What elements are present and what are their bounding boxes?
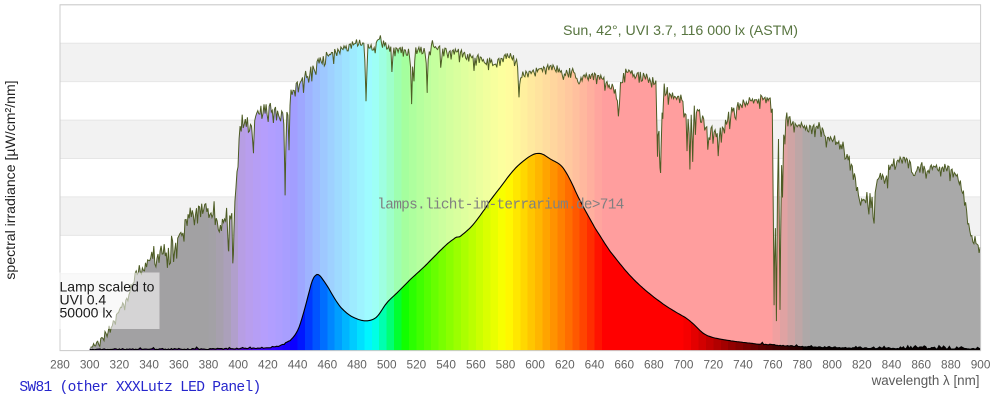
svg-text:spectral irradiance [µW/cm²/nm: spectral irradiance [µW/cm²/nm] [2,80,18,279]
svg-text:560: 560 [466,358,486,372]
svg-text:Lamp scaled to: Lamp scaled to [60,278,155,294]
svg-text:880: 880 [941,358,961,372]
svg-text:400: 400 [228,358,248,372]
svg-text:340: 340 [139,358,159,372]
svg-text:780: 780 [793,358,813,372]
svg-text:360: 360 [169,358,189,372]
svg-text:UVI 0.4: UVI 0.4 [60,292,107,308]
svg-text:Sun, 42°, UVI 3.7, 116 000 lx: Sun, 42°, UVI 3.7, 116 000 lx (ASTM) [563,23,798,39]
svg-text:540: 540 [436,358,456,372]
svg-text:380: 380 [199,358,219,372]
svg-text:660: 660 [614,358,634,372]
svg-text:860: 860 [911,358,931,372]
svg-text:840: 840 [882,358,902,372]
svg-text:wavelength λ [nm]: wavelength λ [nm] [871,373,980,388]
svg-text:50000 lx: 50000 lx [60,304,113,320]
svg-text:280: 280 [50,358,70,372]
svg-text:720: 720 [703,358,723,372]
svg-text:SW81 (other XXXLutz LED Panel): SW81 (other XXXLutz LED Panel) [19,380,260,396]
svg-text:700: 700 [674,358,694,372]
svg-text:820: 820 [852,358,872,372]
svg-text:900: 900 [971,358,991,372]
svg-text:480: 480 [347,358,367,372]
svg-text:800: 800 [822,358,842,372]
svg-text:lamps.licht-im-terrarium.de>71: lamps.licht-im-terrarium.de>714 [377,198,623,214]
svg-text:760: 760 [763,358,783,372]
svg-text:420: 420 [258,358,278,372]
svg-text:600: 600 [525,358,545,372]
svg-text:680: 680 [644,358,664,372]
svg-text:440: 440 [288,358,308,372]
svg-text:500: 500 [377,358,397,372]
svg-text:740: 740 [733,358,753,372]
svg-text:460: 460 [317,358,337,372]
svg-text:620: 620 [555,358,575,372]
svg-text:300: 300 [80,358,100,372]
svg-text:320: 320 [110,358,130,372]
svg-text:580: 580 [496,358,516,372]
svg-text:520: 520 [407,358,427,372]
svg-text:640: 640 [585,358,605,372]
